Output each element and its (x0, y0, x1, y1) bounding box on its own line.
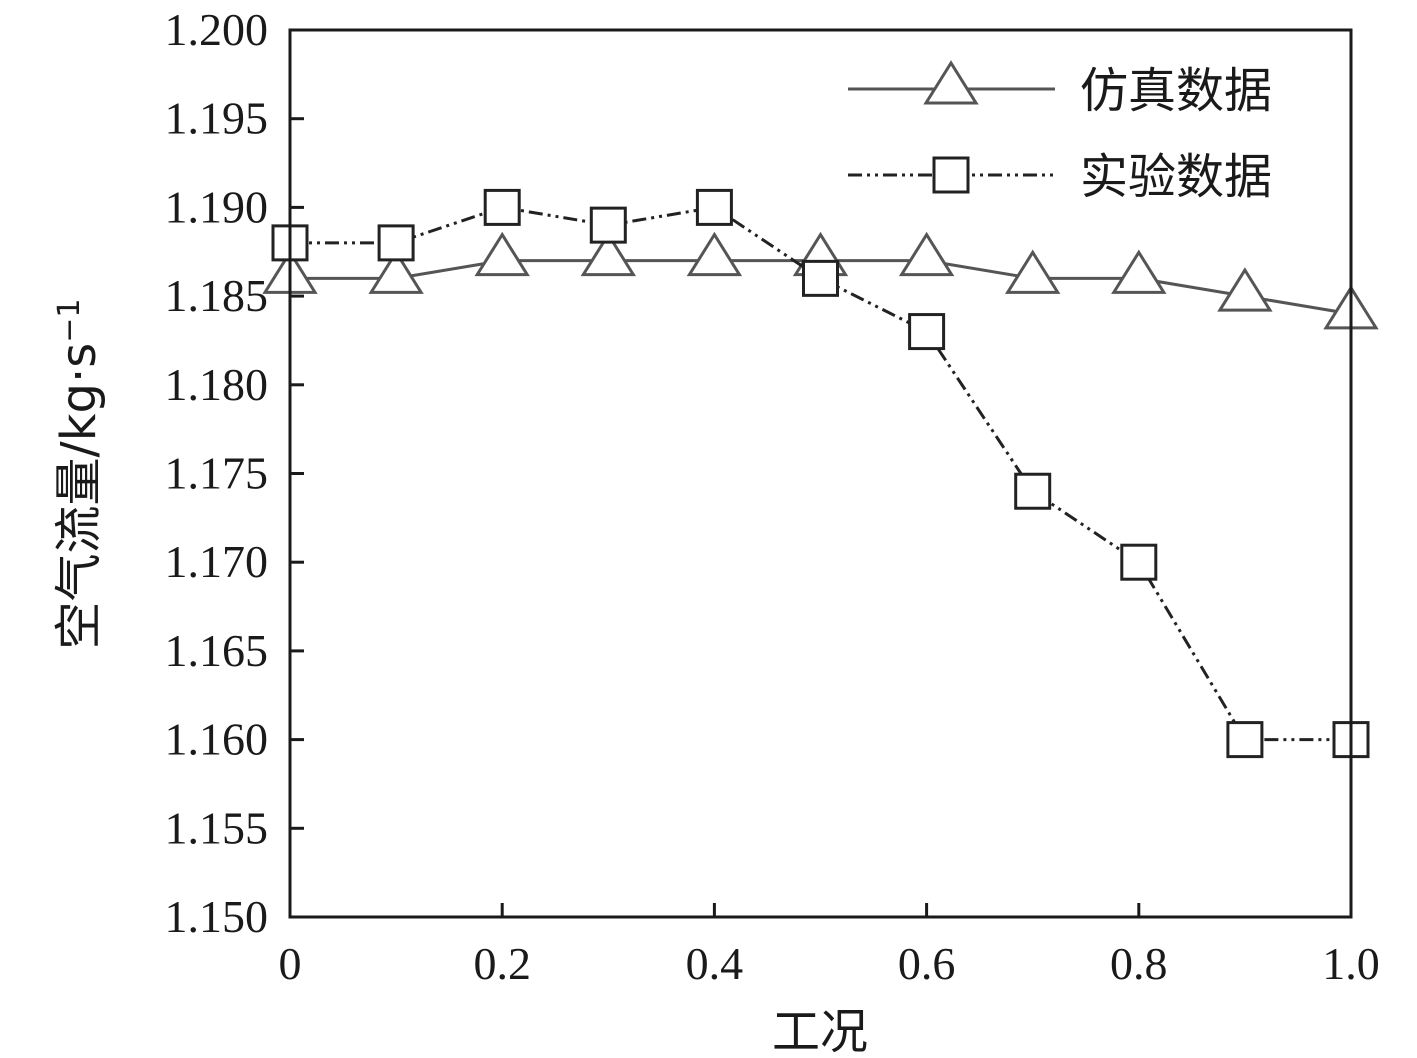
data-point-triangle (686, 231, 743, 277)
x-tick-label: 0.8 (1110, 938, 1168, 989)
y-tick-label: 1.200 (165, 4, 269, 55)
data-point-square (908, 313, 946, 351)
y-tick-label: 1.165 (165, 625, 269, 676)
y-tick-label: 1.195 (165, 93, 269, 144)
data-point-square (377, 224, 415, 262)
legend: 仿真数据 实验数据 (848, 60, 1272, 205)
y-tick-label: 1.155 (165, 802, 269, 853)
x-tick-label: 1.0 (1322, 938, 1380, 989)
legend-label-simulation: 仿真数据 (1080, 63, 1272, 119)
series-layer (262, 188, 1379, 759)
y-axis-ticks: 1.150 1.155 1.160 1.165 1.170 1.175 1.180 1.185… (165, 4, 304, 942)
x-tick-label: 0.4 (686, 938, 744, 989)
y-axis-title-superscript: −1 (52, 299, 87, 343)
data-point-triangle (898, 231, 955, 277)
data-point-square (1014, 472, 1052, 510)
y-tick-label: 1.180 (165, 359, 269, 410)
data-point-triangle (368, 249, 424, 294)
x-axis-ticks: 0 0.2 0.4 0.6 0.8 1.0 (279, 903, 1380, 989)
y-tick-label: 1.170 (165, 536, 269, 587)
y-axis-title: 空气流量/kg·s−1 (51, 299, 107, 650)
data-point-triangle (580, 231, 637, 277)
data-point-square (1120, 543, 1158, 581)
data-point-square (695, 188, 733, 226)
x-tick-label: 0 (279, 938, 302, 989)
data-point-triangle (1217, 267, 1273, 312)
data-point-square (802, 259, 839, 297)
y-tick-label: 1.160 (165, 714, 269, 765)
data-point-triangle (474, 231, 530, 277)
data-point-triangle (1111, 249, 1167, 294)
x-axis-title: 工况 (772, 1004, 868, 1058)
legend-marker-triangle (923, 60, 979, 105)
plot-frame (288, 28, 1353, 919)
y-tick-label: 1.150 (165, 891, 269, 942)
legend-marker-square (932, 156, 970, 194)
data-point-square (1226, 721, 1264, 759)
x-tick-label: 0.6 (898, 938, 956, 989)
y-tick-label: 1.185 (165, 270, 269, 321)
legend-label-experiment: 实验数据 (1080, 149, 1272, 205)
y-axis-title-main: 空气流量/kg·s (51, 343, 107, 650)
y-tick-label: 1.190 (165, 181, 269, 232)
y-tick-label: 1.175 (165, 448, 269, 499)
data-point-square (589, 206, 627, 244)
x-tick-label: 0.2 (473, 938, 531, 989)
data-point-square (483, 188, 521, 226)
data-point-triangle (1004, 249, 1061, 294)
